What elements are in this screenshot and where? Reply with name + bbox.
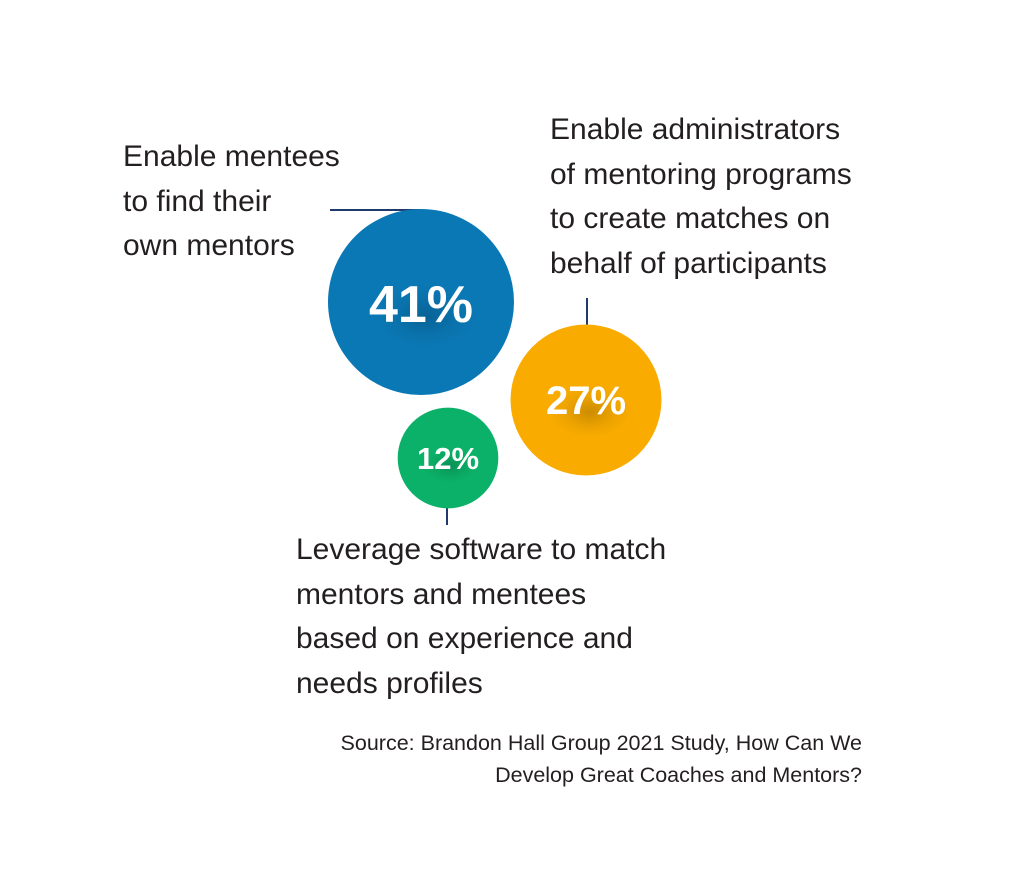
bubble-shadow	[548, 382, 632, 436]
label-software-match: Leverage software to match mentors and m…	[296, 533, 667, 700]
source-note: Source: Brandon Hall Group 2021 Study, H…	[340, 731, 862, 787]
label-mentees-find-mentors: Enable mentees to find their own mentors	[123, 140, 340, 262]
bubble-value-label: 27%	[546, 379, 626, 423]
bubble-value-label: 12%	[417, 441, 479, 476]
bubble-shadow	[422, 446, 479, 482]
label-administrators-create-matches: Enable administrators of mentoring progr…	[550, 113, 852, 280]
bubble-shadow	[374, 280, 477, 346]
bubble-value-label: 41%	[369, 276, 473, 334]
